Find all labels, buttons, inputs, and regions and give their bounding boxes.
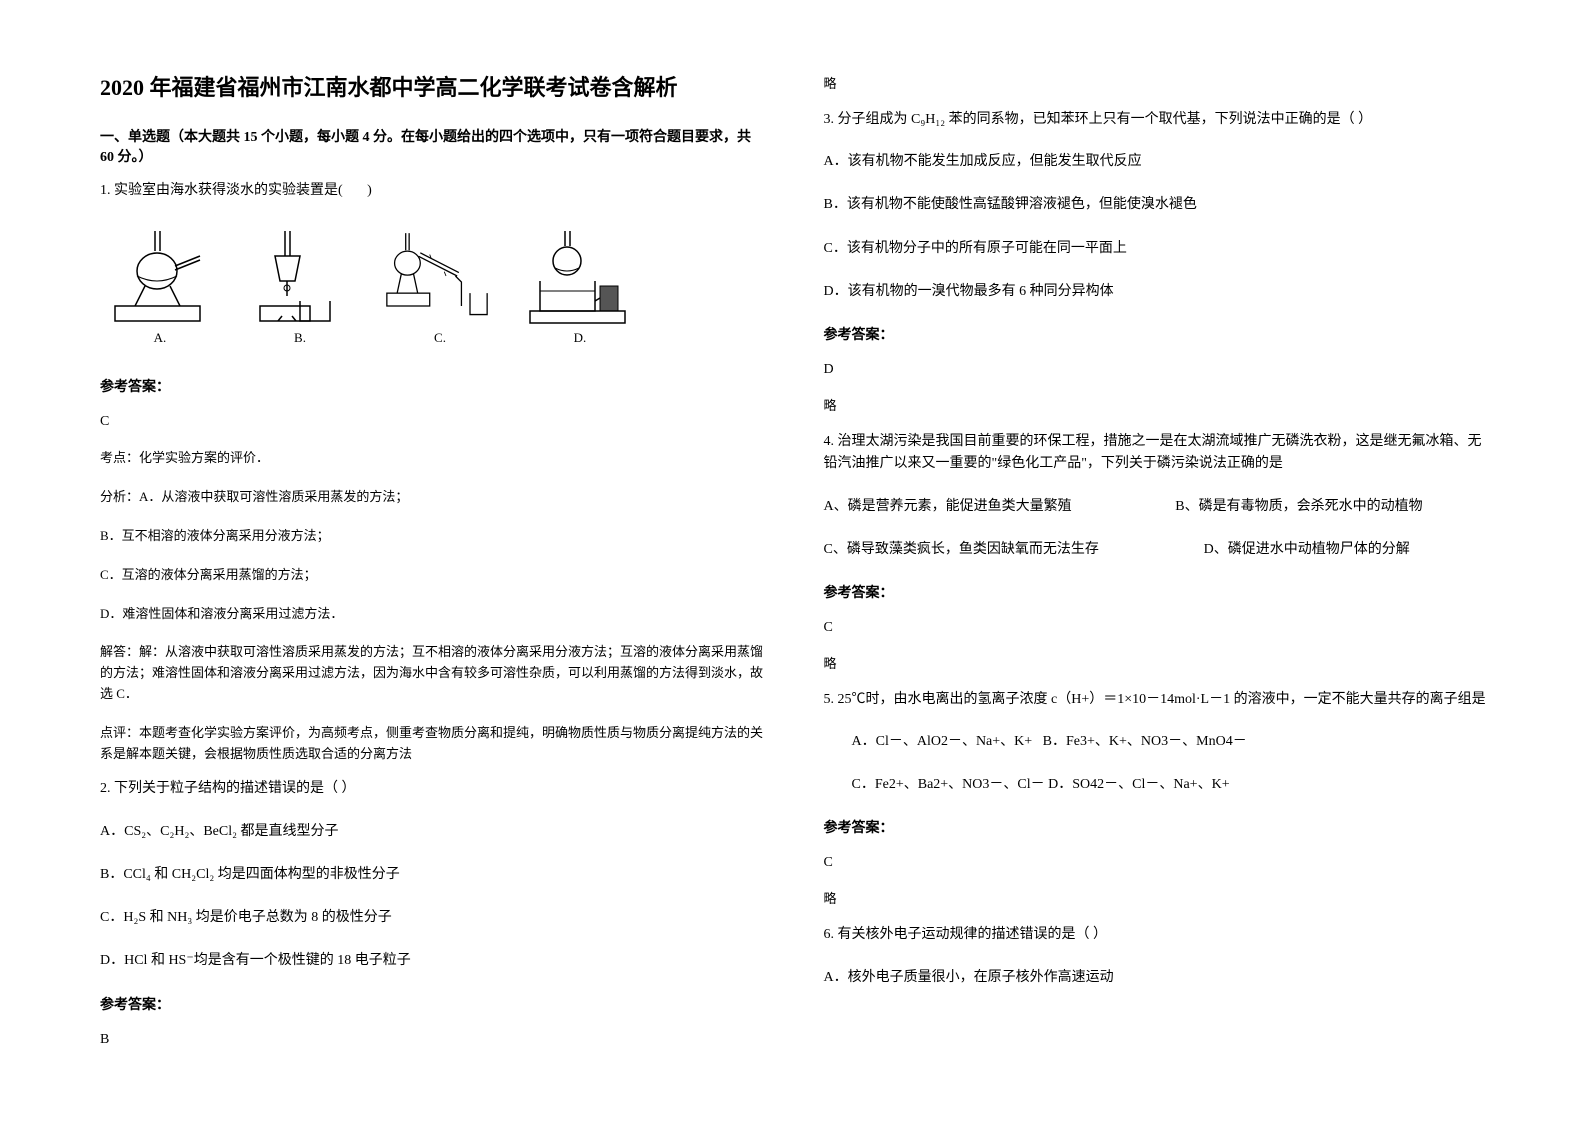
apparatus-c-icon <box>380 226 500 326</box>
q1-analysis-6: 解答：解：从溶液中获取可溶性溶质采用蒸发的方法；互不相溶的液体分离采用分液方法；… <box>100 642 764 704</box>
q4-opt-c: C、磷导致藻类疯长，鱼类因缺氧而无法生存 <box>824 537 1164 562</box>
q4-answer-label: 参考答案： <box>824 582 1488 602</box>
q3-answer: D <box>824 362 1488 378</box>
apparatus-b-icon <box>240 226 360 326</box>
figure-c: C. <box>380 226 500 346</box>
figure-a-label: A. <box>154 330 167 346</box>
q1-text: 1. 实验室由海水获得淡水的实验装置是( ) <box>100 180 764 202</box>
q1-figures: A. B. <box>100 226 764 346</box>
right-column: 略 3. 分子组成为 C₉H₁₂ 苯的同系物，已知苯环上只有一个取代基，下列说法… <box>824 70 1488 1082</box>
q5-text: 5. 25℃时，由水电离出的氢离子浓度 c（H+）＝1×10－14mol·L－1… <box>824 689 1488 711</box>
figure-d-label: D. <box>574 330 587 346</box>
q5-opt-cd: C．Fe2+、Ba2+、NO3－、Cl－ D．SO42－、Cl－、Na+、K+ <box>824 772 1488 797</box>
q2-opt-c: C．H₂S 和 NH₃ 均是价电子总数为 8 的极性分子 <box>100 905 764 930</box>
left-column: 2020 年福建省福州市江南水都中学高二化学联考试卷含解析 一、单选题（本大题共… <box>100 70 764 1082</box>
q1-analysis-2: 分析：A．从溶液中获取可溶性溶质采用蒸发的方法； <box>100 487 764 508</box>
q5-answer: C <box>824 855 1488 871</box>
q1-answer: C <box>100 414 764 430</box>
q4-opt-b: B、磷是有毒物质，会杀死水中的动植物 <box>1175 494 1487 519</box>
q1-analysis-7: 点评：本题考查化学实验方案评价，为高频考点，侧重考查物质分离和提纯，明确物质性质… <box>100 723 764 765</box>
q5-opt-ab: A．Cl－、AlO2－、Na+、K+ B．Fe3+、K+、NO3－、MnO4－ <box>824 729 1488 754</box>
q5-lue: 略 <box>824 889 1488 910</box>
q4-opt-d: D、磷促进水中动植物尸体的分解 <box>1204 537 1487 562</box>
q4-row2: C、磷导致藻类疯长，鱼类因缺氧而无法生存 D、磷促进水中动植物尸体的分解 <box>824 533 1488 562</box>
q4-opt-a: A、磷是营养元素，能促进鱼类大量繁殖 <box>824 494 1136 519</box>
section-header: 一、单选题（本大题共 15 个小题，每小题 4 分。在每小题给出的四个选项中，只… <box>100 126 764 166</box>
q1-analysis-5: D．难溶性固体和溶液分离采用过滤方法． <box>100 604 764 625</box>
q3-answer-label: 参考答案： <box>824 324 1488 344</box>
apparatus-a-icon <box>100 226 220 326</box>
q2-opt-d: D．HCl 和 HS⁻均是含有一个极性键的 18 电子粒子 <box>100 948 764 973</box>
q6-text: 6. 有关核外电子运动规律的描述错误的是（ ） <box>824 924 1488 946</box>
q1-answer-label: 参考答案： <box>100 376 764 396</box>
q3-opt-d: D．该有机物的一溴代物最多有 6 种同分异构体 <box>824 279 1488 304</box>
apparatus-d-icon <box>520 226 640 326</box>
q4-answer: C <box>824 620 1488 636</box>
q4-row1: A、磷是营养元素，能促进鱼类大量繁殖 B、磷是有毒物质，会杀死水中的动植物 <box>824 490 1488 519</box>
q3-opt-c: C．该有机物分子中的所有原子可能在同一平面上 <box>824 236 1488 261</box>
q1-analysis-4: C．互溶的液体分离采用蒸馏的方法； <box>100 565 764 586</box>
figure-d: D. <box>520 226 640 346</box>
q4-text: 4. 治理太湖污染是我国目前重要的环保工程，措施之一是在太湖流域推广无磷洗衣粉，… <box>824 431 1488 476</box>
q1-analysis-1: 考点：化学实验方案的评价． <box>100 448 764 469</box>
q2-opt-a: A．CS₂、C₂H₂、BeCl₂ 都是直线型分子 <box>100 819 764 844</box>
figure-a: A. <box>100 226 220 346</box>
q3-lue: 略 <box>824 396 1488 417</box>
q2-opt-b: B．CCl₄ 和 CH₂Cl₂ 均是四面体构型的非极性分子 <box>100 862 764 887</box>
q3-text: 3. 分子组成为 C₉H₁₂ 苯的同系物，已知苯环上只有一个取代基，下列说法中正… <box>824 109 1488 131</box>
figure-b-label: B. <box>294 330 306 346</box>
q3-opt-a: A．该有机物不能发生加成反应，但能发生取代反应 <box>824 149 1488 174</box>
q2-answer-label: 参考答案： <box>100 994 764 1014</box>
figure-b: B. <box>240 226 360 346</box>
q2-answer: B <box>100 1032 764 1048</box>
q3-opt-b: B．该有机物不能使酸性高锰酸钾溶液褪色，但能使溴水褪色 <box>824 192 1488 217</box>
page-title: 2020 年福建省福州市江南水都中学高二化学联考试卷含解析 <box>100 70 764 102</box>
q5-answer-label: 参考答案： <box>824 817 1488 837</box>
q1-analysis-3: B．互不相溶的液体分离采用分液方法； <box>100 526 764 547</box>
q2-text: 2. 下列关于粒子结构的描述错误的是（ ） <box>100 778 764 800</box>
q2-lue: 略 <box>824 74 1488 95</box>
q4-lue: 略 <box>824 654 1488 675</box>
figure-c-label: C. <box>434 330 446 346</box>
q6-opt-a: A．核外电子质量很小，在原子核外作高速运动 <box>824 965 1488 990</box>
